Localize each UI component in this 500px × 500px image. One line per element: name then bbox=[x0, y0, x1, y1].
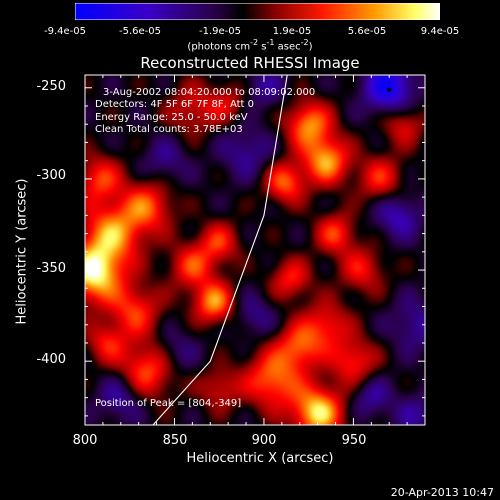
solar-limb-line bbox=[152, 74, 288, 426]
x-axis-label: Heliocentric X (arcsec) bbox=[186, 451, 334, 466]
colorbar-tick: 1.9e-05 bbox=[272, 26, 312, 37]
energy-range-label: Energy Range: 25.0 - 50.0 keV bbox=[95, 112, 248, 123]
y-tick-label: -300 bbox=[36, 168, 66, 183]
peak-position-label: Position of Peak = [804,-349] bbox=[95, 398, 242, 409]
chart-title: Reconstructed RHESSI Image bbox=[140, 54, 360, 72]
colorbar-tick: -1.9e-05 bbox=[199, 26, 241, 37]
colorbar-tick: 9.4e-05 bbox=[420, 26, 460, 37]
y-tick-label: -250 bbox=[36, 79, 66, 94]
flux-heatmap bbox=[85, 75, 425, 425]
clean-counts-label: Clean Total counts: 3.78E+03 bbox=[95, 124, 243, 135]
y-axis-label: Heliocentric Y (arcsec) bbox=[14, 178, 30, 325]
plot-frame bbox=[84, 74, 426, 426]
flux-min-marker bbox=[387, 87, 392, 92]
x-tick-label: 900 bbox=[251, 433, 277, 448]
colorbar bbox=[75, 3, 440, 20]
date-stamp: 20-Apr-2013 10:47 bbox=[390, 486, 494, 499]
time-range-label: 3-Aug-2002 08:04:20.000 to 08:09:02.000 bbox=[103, 87, 316, 98]
colorbar-units: (photons cm-2 s-1 asec-2) bbox=[187, 38, 313, 53]
y-tick-label: -400 bbox=[36, 352, 66, 367]
colorbar-tick: -5.6e-05 bbox=[119, 26, 161, 37]
colorbar-tick: -9.4e-05 bbox=[44, 26, 86, 37]
colorbar-tick: 5.6e-05 bbox=[347, 26, 387, 37]
detectors-label: Detectors: 4F 5F 6F 7F 8F, Att 0 bbox=[95, 99, 255, 110]
x-tick-label: 800 bbox=[72, 433, 98, 448]
x-tick-label: 850 bbox=[162, 433, 188, 448]
y-tick-label: -350 bbox=[36, 261, 66, 276]
x-tick-label: 950 bbox=[341, 433, 367, 448]
